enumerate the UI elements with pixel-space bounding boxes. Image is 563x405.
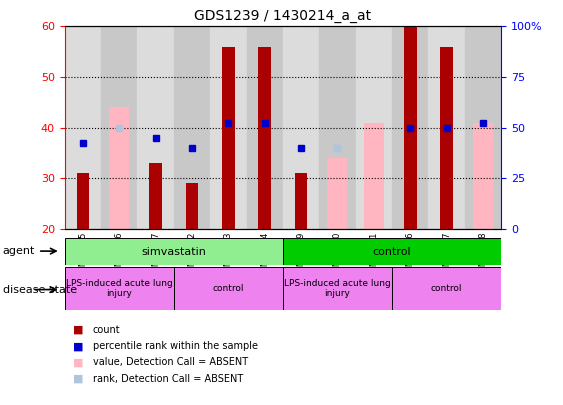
Bar xyxy=(356,26,392,229)
Text: LPS-induced acute lung
injury: LPS-induced acute lung injury xyxy=(284,279,391,298)
Bar xyxy=(65,267,174,310)
Text: ■: ■ xyxy=(73,341,84,351)
Bar xyxy=(392,26,428,229)
Text: count: count xyxy=(93,325,120,335)
Bar xyxy=(101,26,137,229)
Bar xyxy=(65,26,101,229)
Bar xyxy=(428,26,464,229)
Bar xyxy=(174,26,210,229)
Bar xyxy=(283,238,501,265)
Text: percentile rank within the sample: percentile rank within the sample xyxy=(93,341,258,351)
Bar xyxy=(364,122,384,229)
Bar xyxy=(149,163,162,229)
Text: control: control xyxy=(213,284,244,293)
Bar xyxy=(210,26,247,229)
Text: ■: ■ xyxy=(73,325,84,335)
Bar xyxy=(283,267,392,310)
Text: simvastatin: simvastatin xyxy=(141,247,206,256)
Bar xyxy=(392,267,501,310)
Bar xyxy=(328,158,347,229)
Bar xyxy=(258,47,271,229)
Bar xyxy=(319,26,356,229)
Text: ■: ■ xyxy=(73,374,84,384)
Bar xyxy=(65,238,283,265)
Bar xyxy=(174,267,283,310)
Text: value, Detection Call = ABSENT: value, Detection Call = ABSENT xyxy=(93,358,248,367)
Bar xyxy=(464,26,501,229)
Bar xyxy=(440,47,453,229)
Bar xyxy=(222,47,235,229)
Bar xyxy=(404,26,417,229)
Title: GDS1239 / 1430214_a_at: GDS1239 / 1430214_a_at xyxy=(194,9,372,23)
Bar xyxy=(77,173,90,229)
Bar xyxy=(247,26,283,229)
Text: ■: ■ xyxy=(73,358,84,367)
Bar xyxy=(109,107,129,229)
Text: control: control xyxy=(373,247,412,256)
Text: agent: agent xyxy=(3,246,35,256)
Text: LPS-induced acute lung
injury: LPS-induced acute lung injury xyxy=(66,279,173,298)
Text: disease state: disease state xyxy=(3,285,77,294)
Bar xyxy=(294,173,307,229)
Bar xyxy=(186,183,198,229)
Bar xyxy=(473,122,493,229)
Bar xyxy=(137,26,174,229)
Text: rank, Detection Call = ABSENT: rank, Detection Call = ABSENT xyxy=(93,374,243,384)
Bar xyxy=(283,26,319,229)
Text: control: control xyxy=(431,284,462,293)
